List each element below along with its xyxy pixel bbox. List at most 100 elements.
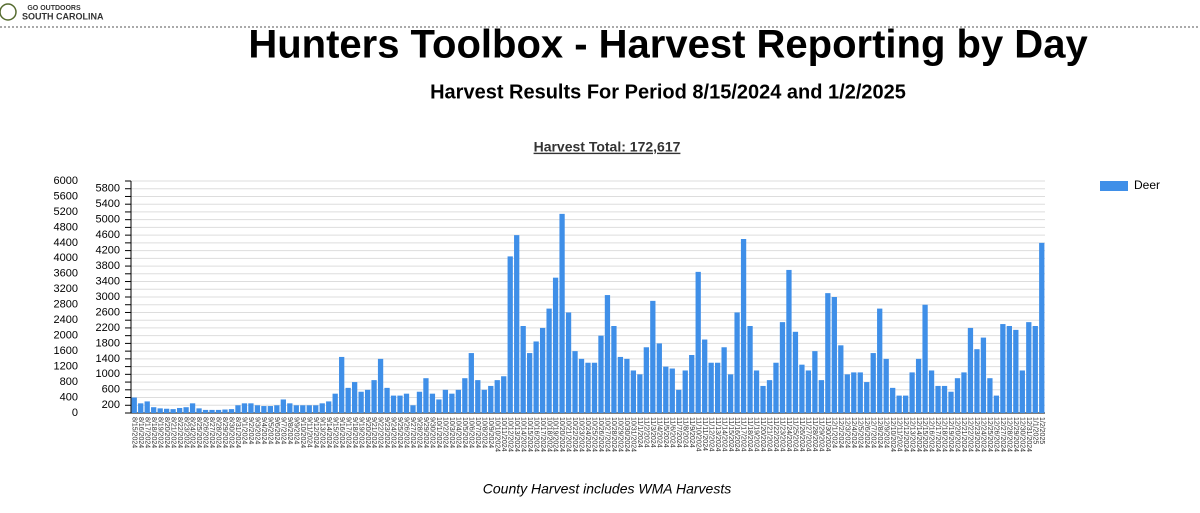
y-tick-label: 3200 (54, 283, 78, 295)
bar (455, 389, 461, 413)
x-tick-label: 12/23/2024 (973, 417, 980, 452)
bar (209, 409, 215, 413)
x-tick-label: 12/16/2024 (928, 417, 935, 452)
bar (617, 356, 624, 413)
bar (559, 213, 565, 413)
x-tick-label: 8/22/2024 (176, 417, 183, 448)
x-tick-label: 9/17/2024 (344, 417, 351, 448)
x-tick-label: 12/17/2024 (934, 417, 941, 452)
bar (481, 389, 487, 413)
bar (779, 322, 786, 413)
bar (138, 403, 144, 413)
x-tick-label: 10/26/2024 (597, 417, 604, 452)
x-tick-label: 12/29/2024 (1012, 417, 1019, 452)
x-tick-label: 12/28/2024 (1006, 417, 1013, 452)
x-tick-label: 10/2/2024 (442, 417, 449, 448)
bar (578, 358, 585, 413)
x-tick-label: 9/21/2024 (370, 417, 377, 448)
y-tick-label: 4600 (96, 229, 120, 241)
y-tick-label: 5400 (96, 198, 120, 210)
bar (565, 312, 572, 413)
x-tick-label: 9/18/2024 (351, 417, 358, 448)
x-tick-label: 12/12/2024 (902, 417, 909, 452)
x-tick-label: 12/9/2024 (882, 417, 889, 448)
x-tick-label: 12/8/2024 (876, 417, 883, 448)
bar (663, 366, 669, 413)
bar (909, 372, 915, 413)
bar (364, 389, 371, 413)
bar (351, 382, 358, 413)
bar (436, 399, 442, 413)
x-tick-label: 11/9/2024 (688, 417, 695, 448)
x-tick-label: 10/6/2024 (467, 417, 474, 448)
bar (274, 405, 280, 413)
y-tick-label: 5600 (54, 190, 78, 202)
bar (1039, 242, 1045, 413)
x-tick-label: 12/7/2024 (869, 417, 876, 448)
bar (254, 405, 261, 413)
bar (261, 406, 267, 413)
x-tick-label: 9/4/2024 (260, 417, 267, 444)
bar (948, 391, 954, 413)
bar (689, 355, 695, 413)
x-tick-label: 12/22/2024 (967, 417, 974, 452)
bar (669, 368, 675, 413)
x-tick-label: 10/27/2024 (604, 417, 611, 452)
bar (818, 380, 825, 413)
bar (961, 372, 967, 413)
bar (967, 327, 974, 413)
y-tick-label: 3400 (96, 275, 120, 287)
x-tick-label: 10/3/2024 (448, 417, 455, 448)
y-tick-label: 4800 (54, 221, 78, 233)
bar (572, 351, 578, 413)
bar (838, 345, 844, 413)
bar (501, 376, 507, 413)
legend-label: Deer (1134, 178, 1160, 192)
bar (151, 407, 157, 413)
x-tick-label: 10/21/2024 (565, 417, 572, 452)
bar (326, 401, 332, 413)
x-tick-label: 11/8/2024 (681, 417, 688, 448)
bar (222, 409, 228, 413)
x-tick-label: 11/3/2024 (649, 417, 656, 448)
x-tick-label: 10/4/2024 (455, 417, 462, 448)
bar (449, 393, 455, 413)
bar (1019, 370, 1025, 413)
bar (941, 385, 948, 413)
bar (1013, 329, 1019, 413)
bar (429, 393, 436, 413)
bar (527, 353, 533, 413)
x-tick-label: 9/1/2024 (241, 417, 248, 444)
x-tick-label: 9/27/2024 (409, 417, 416, 448)
x-tick-label: 12/24/2024 (980, 417, 987, 452)
bar (339, 356, 345, 413)
bar (1006, 326, 1012, 413)
x-tick-label: 9/26/2024 (403, 417, 410, 448)
x-tick-label: 10/15/2024 (526, 417, 533, 452)
bar (514, 235, 520, 413)
x-tick-label: 10/28/2024 (610, 417, 617, 452)
x-tick-label: 12/19/2024 (947, 417, 954, 452)
y-tick-label: 3000 (96, 291, 120, 303)
x-tick-label: 11/22/2024 (772, 417, 779, 452)
bar (611, 326, 617, 413)
bar (131, 397, 137, 413)
bar (805, 370, 812, 413)
plot: 0 200 400 600 800 1000 1200 1400 1600 1800 2000 220… (54, 175, 1161, 452)
x-tick-label: 9/2/2024 (247, 417, 254, 444)
x-tick-label: 9/10/2024 (299, 417, 306, 448)
bar (753, 370, 760, 413)
bar (1026, 322, 1032, 413)
x-tick-label: 10/25/2024 (591, 417, 598, 452)
legend-swatch (1100, 181, 1128, 191)
x-tick-label: 10/20/2024 (558, 417, 565, 452)
x-tick-label: 11/26/2024 (798, 417, 805, 452)
x-tick-label: 9/30/2024 (429, 417, 436, 448)
bar (475, 380, 481, 413)
x-tick-label: 12/30/2024 (1018, 417, 1025, 452)
bar (170, 409, 176, 413)
x-tick-label: 9/20/2024 (364, 417, 371, 448)
x-tick-label: 9/19/2024 (357, 417, 364, 448)
x-tick-label: 12/27/2024 (999, 417, 1006, 452)
x-tick-label: 10/11/2024 (500, 417, 507, 452)
